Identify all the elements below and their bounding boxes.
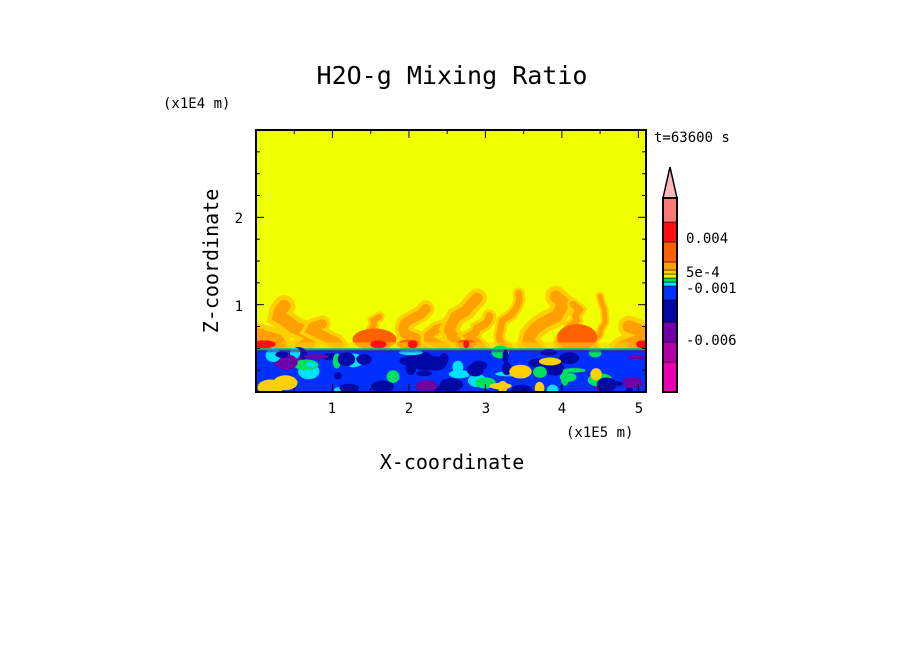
boundary-eddy — [546, 384, 559, 392]
colorbar-segment — [662, 299, 678, 323]
boundary-eddy — [622, 377, 643, 389]
boundary-eddy — [356, 354, 372, 365]
colorbar-label: 5e-4 — [686, 265, 720, 281]
colorbar-segment — [662, 273, 678, 279]
boundary-eddy — [337, 352, 356, 367]
boundary-eddy — [466, 363, 484, 377]
colorbar-label: 0.004 — [686, 231, 728, 247]
x-axis-unit: (x1E5 m) — [566, 425, 633, 441]
boundary-eddy — [273, 375, 298, 391]
boundary-eddy — [275, 351, 289, 358]
plume-core — [407, 340, 418, 349]
boundary-eddy — [439, 378, 463, 392]
x-tick-label: 4 — [558, 401, 566, 417]
plume-mid — [495, 290, 523, 352]
boundary-eddy — [533, 366, 547, 378]
boundary-eddy — [502, 349, 509, 364]
field-layers — [256, 130, 646, 392]
boundary-eddy — [538, 357, 562, 366]
boundary-eddy — [627, 354, 645, 361]
time-label: t=63600 s — [654, 130, 730, 146]
colorbar-segment — [662, 285, 678, 301]
plume-core — [256, 340, 276, 349]
boundary-eddy — [293, 359, 319, 371]
colorbar-frame — [662, 197, 678, 393]
boundary-eddy — [501, 362, 512, 376]
boundary-eddy — [305, 362, 317, 367]
boundary-eddy — [590, 368, 602, 381]
boundary-eddy — [448, 369, 471, 379]
plume-core — [370, 340, 387, 349]
y-tick-label: 2 — [235, 211, 243, 227]
colorbar-label: -0.001 — [686, 281, 737, 297]
colorbar-segment — [662, 361, 678, 393]
colorbar-segment — [662, 321, 678, 343]
boundary-eddy — [423, 356, 447, 371]
boundary-eddy — [558, 352, 580, 365]
boundary-eddy — [371, 380, 394, 392]
boundary-eddy — [303, 354, 329, 359]
x-tick-label: 2 — [405, 401, 413, 417]
boundary-eddy — [489, 382, 512, 390]
entrainment-band — [256, 342, 646, 349]
plume-mid — [521, 290, 571, 355]
boundary-eddy — [597, 380, 624, 387]
x-axis-label: X-coordinate — [380, 450, 525, 474]
contour-field — [256, 130, 646, 392]
colorbar — [662, 166, 678, 393]
y-axis-label: Z-coordinate — [199, 189, 223, 334]
boundary-eddy — [560, 370, 569, 386]
axis-ticks — [256, 130, 646, 392]
y-axis-unit: (x1E4 m) — [163, 96, 230, 112]
boundary-inversion — [256, 349, 646, 353]
boundary-eddy — [416, 370, 433, 377]
colorbar-segment — [662, 241, 678, 263]
x-tick-label: 3 — [482, 401, 490, 417]
colorbar-segment — [662, 341, 678, 363]
colorbar-segment — [662, 277, 678, 283]
x-tick-label: 1 — [328, 401, 336, 417]
colorbar-extend-triangle — [662, 166, 678, 199]
boundary-eddy — [339, 383, 360, 392]
x-tick-label: 5 — [635, 401, 643, 417]
boundary-eddy — [509, 364, 532, 379]
colorbar-segment — [662, 269, 678, 275]
chart-title: H2O-g Mixing Ratio — [317, 61, 588, 90]
boundary-eddy — [405, 361, 417, 376]
colorbar-segment — [662, 281, 678, 287]
plume-mid — [443, 292, 483, 354]
colorbar-label: -0.006 — [686, 333, 737, 349]
y-tick-label: 1 — [235, 299, 243, 315]
colorbar-segment — [662, 221, 678, 243]
boundary-eddy — [562, 368, 586, 373]
colorbar-segment — [662, 197, 678, 223]
plume-core — [636, 340, 646, 349]
boundary-eddy — [510, 384, 533, 392]
boundary-eddy — [534, 381, 545, 392]
boundary-eddy — [386, 370, 400, 383]
plume-core — [463, 340, 470, 349]
plume-mid — [271, 299, 320, 355]
colorbar-segment — [662, 261, 678, 271]
boundary-eddy — [415, 380, 438, 392]
boundary-eddy — [452, 360, 464, 374]
boundary-eddy — [334, 372, 342, 380]
